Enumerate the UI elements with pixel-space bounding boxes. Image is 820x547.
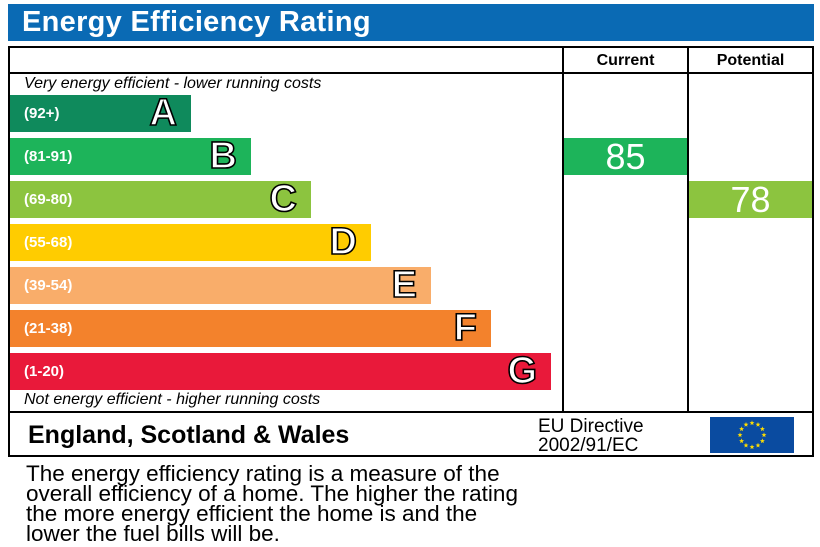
- band-a: (92+) A: [10, 91, 191, 135]
- band-range-d: (55-68): [24, 234, 73, 251]
- description-line-2: overall efficiency of a home. The higher…: [26, 481, 518, 506]
- chart-frame: [8, 46, 814, 457]
- band-letter-f: F: [453, 306, 478, 350]
- band-letter-a: A: [149, 91, 178, 135]
- divider-current-left: [562, 46, 564, 413]
- eu-directive-label: EU Directive 2002/91/EC: [538, 417, 644, 455]
- current-score: 85: [564, 138, 687, 176]
- eu-stars: [737, 420, 767, 450]
- region-label: England, Scotland & Wales: [28, 421, 350, 449]
- description-line-1: The energy efficiency rating is a measur…: [26, 461, 500, 486]
- potential-score: 78: [689, 181, 812, 219]
- band-letter-b: B: [209, 134, 238, 178]
- band-c: (69-80) C: [10, 177, 311, 221]
- divider-potential-left: [687, 46, 689, 413]
- eu-flag-icon: [710, 417, 794, 453]
- band-letter-g: G: [507, 349, 538, 393]
- chart-title: Energy Efficiency Rating: [22, 6, 371, 38]
- header-underline: [8, 72, 814, 74]
- eu-star-icon: [739, 438, 745, 444]
- eu-star-icon: [743, 422, 749, 427]
- band-range-a: (92+): [24, 105, 60, 122]
- band-letter-d: D: [329, 220, 358, 264]
- eu-star-icon: [749, 420, 755, 426]
- column-header-potential: Potential: [716, 52, 785, 69]
- description: The energy efficiency rating is a measur…: [26, 461, 518, 546]
- eu-star-icon: [739, 426, 745, 432]
- caption-very-efficient: Very energy efficient - lower running co…: [24, 75, 322, 92]
- eu-star-icon: [759, 438, 765, 444]
- title-bar: Energy Efficiency Rating: [8, 4, 814, 41]
- band-g: (1-20) G: [10, 349, 551, 393]
- eu-star-icon: [755, 442, 761, 448]
- band-range-b: (81-91): [24, 148, 73, 165]
- footer-line: [8, 411, 814, 413]
- column-header-current: Current: [596, 52, 655, 69]
- band-range-g: (1-20): [24, 363, 65, 380]
- band-range-f: (21-38): [24, 320, 73, 337]
- band-range-e: (39-54): [24, 277, 73, 294]
- description-line-3: the more energy efficient the home is an…: [26, 501, 478, 526]
- band-range-c: (69-80): [24, 191, 73, 208]
- eu-star-icon: [743, 442, 749, 448]
- description-line-4: lower the fuel bills will be.: [26, 521, 280, 546]
- eu-directive-line2: 2002/91/EC: [538, 435, 639, 456]
- eu-star-icon: [755, 422, 761, 427]
- eu-star-icon: [761, 432, 767, 438]
- band-f: (21-38) F: [10, 306, 491, 350]
- eu-star-icon: [759, 426, 765, 432]
- eu-star-icon: [737, 432, 743, 438]
- band-b: (81-91) B: [10, 134, 251, 178]
- eu-star-icon: [749, 444, 755, 450]
- eu-directive-line1: EU Directive: [538, 416, 644, 437]
- caption-not-efficient: Not energy efficient - higher running co…: [24, 391, 321, 408]
- band-letter-e: E: [391, 263, 418, 307]
- band-letter-c: C: [269, 177, 298, 221]
- band-e: (39-54) E: [10, 263, 431, 307]
- band-d: (55-68) D: [10, 220, 371, 264]
